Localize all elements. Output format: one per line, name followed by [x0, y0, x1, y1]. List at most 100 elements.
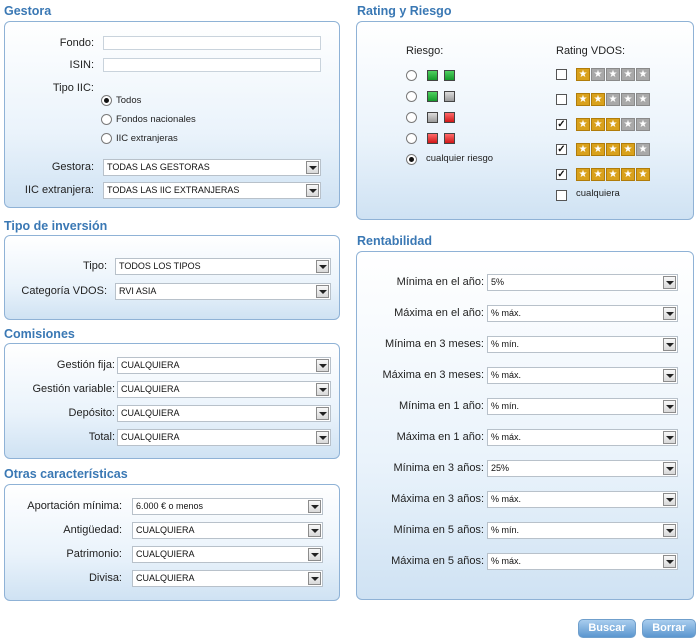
chevron-down-icon[interactable]: [663, 462, 676, 475]
star-icon: ★: [591, 168, 605, 181]
borrar-button[interactable]: Borrar: [642, 619, 696, 638]
risk-square-icon: [427, 112, 438, 123]
comision-select[interactable]: CUALQUIERA: [117, 381, 331, 398]
chevron-down-icon[interactable]: [306, 184, 319, 197]
chevron-down-icon[interactable]: [316, 431, 329, 444]
tipo-inversion-panel: Tipo: TODOS LOS TIPOS Categoría VDOS: RV…: [4, 235, 340, 320]
chevron-down-icon[interactable]: [663, 400, 676, 413]
chevron-down-icon[interactable]: [316, 285, 329, 298]
chevron-down-icon[interactable]: [663, 338, 676, 351]
rentabilidad-label: Mínima en 1 año:: [399, 400, 484, 412]
rentabilidad-select[interactable]: 5%: [487, 274, 678, 291]
riesgo-radio[interactable]: [406, 70, 417, 81]
otras-select[interactable]: CUALQUIERA: [132, 546, 323, 563]
rentabilidad-panel: Mínima en el año: 5% Máxima en el año:% má…: [356, 251, 694, 600]
chevron-down-icon[interactable]: [663, 493, 676, 506]
rentabilidad-title: Rentabilidad: [357, 234, 433, 248]
chevron-down-icon[interactable]: [306, 161, 319, 174]
rating-checkbox[interactable]: ✓: [556, 144, 567, 155]
star-icon: ★: [606, 118, 620, 131]
rentabilidad-label: Mínima en 5 años:: [393, 524, 485, 536]
comision-select[interactable]: CUALQUIERA: [117, 429, 331, 446]
gestora-select[interactable]: TODAS LAS GESTORAS: [103, 159, 321, 176]
cualquier-riesgo-radio[interactable]: [406, 154, 417, 165]
chevron-down-icon[interactable]: [663, 307, 676, 320]
gestora-select-label: Gestora:: [51, 161, 94, 173]
chevron-down-icon[interactable]: [308, 500, 321, 513]
chevron-down-icon[interactable]: [663, 431, 676, 444]
tipo-iic-option-label: IIC extranjeras: [116, 133, 178, 144]
tipo-iic-option-label: Todos: [116, 95, 142, 106]
rentabilidad-select[interactable]: % mín.: [487, 522, 678, 539]
rating-checkbox[interactable]: [556, 94, 567, 105]
chevron-down-icon[interactable]: [316, 383, 329, 396]
comision-select[interactable]: CUALQUIERA: [117, 405, 331, 422]
otras-select[interactable]: CUALQUIERA: [132, 522, 323, 539]
tipo-iic-radio[interactable]: [101, 114, 112, 125]
star-icon: ★: [591, 93, 605, 106]
star-icon: ★: [576, 168, 590, 181]
chevron-down-icon[interactable]: [308, 548, 321, 561]
otras-title: Otras características: [4, 467, 128, 481]
isin-input[interactable]: [103, 58, 321, 72]
star-icon: ★: [591, 68, 605, 81]
gestora-title: Gestora: [4, 4, 52, 18]
rating-checkbox[interactable]: ✓: [556, 169, 567, 180]
risk-square-icon: [444, 112, 455, 123]
rentabilidad-select[interactable]: 25%: [487, 460, 678, 477]
star-icon: ★: [621, 68, 635, 81]
categoria-select[interactable]: RVI ASIA: [115, 283, 331, 300]
rating-vdos-label: Rating VDOS:: [556, 45, 626, 57]
otras-select[interactable]: CUALQUIERA: [132, 570, 323, 587]
star-icon: ★: [606, 93, 620, 106]
comision-select[interactable]: CUALQUIERA: [117, 357, 331, 374]
star-icon: ★: [621, 143, 635, 156]
risk-square-icon: [444, 133, 455, 144]
riesgo-radio[interactable]: [406, 91, 417, 102]
rentabilidad-label: Mínima en 3 meses:: [384, 338, 484, 350]
tipo-iic-option-label: Fondos nacionales: [116, 114, 196, 125]
comision-label: Gestión variable:: [32, 383, 115, 395]
star-icon: ★: [606, 168, 620, 181]
rentabilidad-select[interactable]: % máx.: [487, 305, 678, 322]
rentabilidad-select[interactable]: % máx.: [487, 553, 678, 570]
star-icon: ★: [576, 118, 590, 131]
rentabilidad-label: Máxima en 5 años:: [391, 555, 484, 567]
tipo-iic-label: Tipo IIC:: [52, 82, 94, 94]
rating-stars: ★ ★ ★ ★ ★: [576, 168, 651, 181]
chevron-down-icon[interactable]: [663, 276, 676, 289]
riesgo-radio[interactable]: [406, 133, 417, 144]
comisiones-title: Comisiones: [4, 327, 75, 341]
buscar-button[interactable]: Buscar: [578, 619, 636, 638]
chevron-down-icon[interactable]: [663, 555, 676, 568]
star-icon: ★: [606, 143, 620, 156]
chevron-down-icon[interactable]: [663, 369, 676, 382]
rating-checkbox[interactable]: [556, 69, 567, 80]
riesgo-radio[interactable]: [406, 112, 417, 123]
rentabilidad-select[interactable]: % máx.: [487, 491, 678, 508]
chevron-down-icon[interactable]: [308, 572, 321, 585]
rentabilidad-label: Máxima en el año:: [394, 307, 484, 319]
chevron-down-icon[interactable]: [308, 524, 321, 537]
otras-select[interactable]: 6.000 € o menos: [132, 498, 323, 515]
chevron-down-icon[interactable]: [663, 524, 676, 537]
otras-label: Antigüedad:: [63, 524, 122, 536]
rentabilidad-select[interactable]: % mín.: [487, 398, 678, 415]
cualquiera-checkbox[interactable]: [556, 190, 567, 201]
chevron-down-icon[interactable]: [316, 359, 329, 372]
rating-checkbox[interactable]: ✓: [556, 119, 567, 130]
tipo-iic-radio[interactable]: [101, 95, 112, 106]
iic-extranjera-select[interactable]: TODAS LAS IIC EXTRANJERAS: [103, 182, 321, 199]
fondo-input[interactable]: [103, 36, 321, 50]
comision-label: Gestión fija:: [56, 359, 115, 371]
risk-square-icon: [444, 91, 455, 102]
rentabilidad-select[interactable]: % máx.: [487, 429, 678, 446]
risk-square-icon: [427, 133, 438, 144]
chevron-down-icon[interactable]: [316, 407, 329, 420]
tipo-iic-radio[interactable]: [101, 133, 112, 144]
tipo-select[interactable]: TODOS LOS TIPOS: [115, 258, 331, 275]
otras-label: Aportación mínima:: [27, 500, 122, 512]
rentabilidad-select[interactable]: % máx.: [487, 367, 678, 384]
chevron-down-icon[interactable]: [316, 260, 329, 273]
rentabilidad-select[interactable]: % mín.: [487, 336, 678, 353]
